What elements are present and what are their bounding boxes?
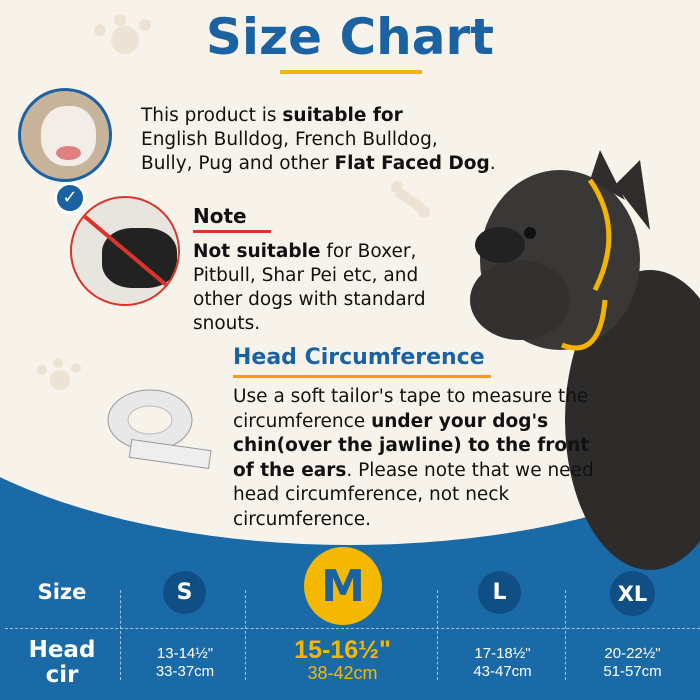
suitable-text: This product is suitable for English Bul… [141, 105, 496, 174]
divider [245, 590, 246, 680]
size-s-measure: 13-14½" 33-37cm [155, 645, 215, 680]
size-xl-badge: XL [610, 571, 655, 616]
boxer-not-suitable-image [70, 196, 180, 306]
size-m-badge: M [304, 547, 382, 625]
heading-underline [233, 375, 491, 378]
divider [437, 590, 438, 680]
head-circumference-text: Use a soft tailor's tape to measure the … [233, 386, 594, 530]
note-underline [193, 230, 271, 233]
size-m-measure: 15-16½" 38-42cm [294, 636, 391, 683]
size-l-badge: L [478, 571, 521, 614]
head-cir-label: Head cir [28, 637, 96, 688]
tape-measure-image [107, 389, 212, 470]
divider [120, 590, 121, 680]
note-heading: Note [193, 204, 247, 228]
size-l-measure: 17-18½" 43-47cm [473, 645, 532, 680]
bulldog-image [18, 88, 112, 182]
title-underline [280, 70, 422, 74]
size-xl-measure: 20-22½" 51-57cm [603, 645, 662, 680]
french-bulldog-image [470, 150, 700, 570]
divider [565, 590, 566, 680]
size-label: Size [37, 580, 87, 604]
head-circumference-heading: Head Circumference [233, 345, 485, 370]
bone-icon [391, 181, 430, 218]
size-s-badge: S [163, 571, 206, 614]
divider [5, 628, 700, 629]
measure-arrow-icon [561, 178, 612, 351]
check-icon: ✓ [54, 182, 86, 214]
note-text: Not suitable for Boxer, Pitbull, Shar Pe… [193, 241, 426, 334]
page-title: Size Chart [205, 8, 495, 66]
paw-print-icon [37, 14, 151, 390]
